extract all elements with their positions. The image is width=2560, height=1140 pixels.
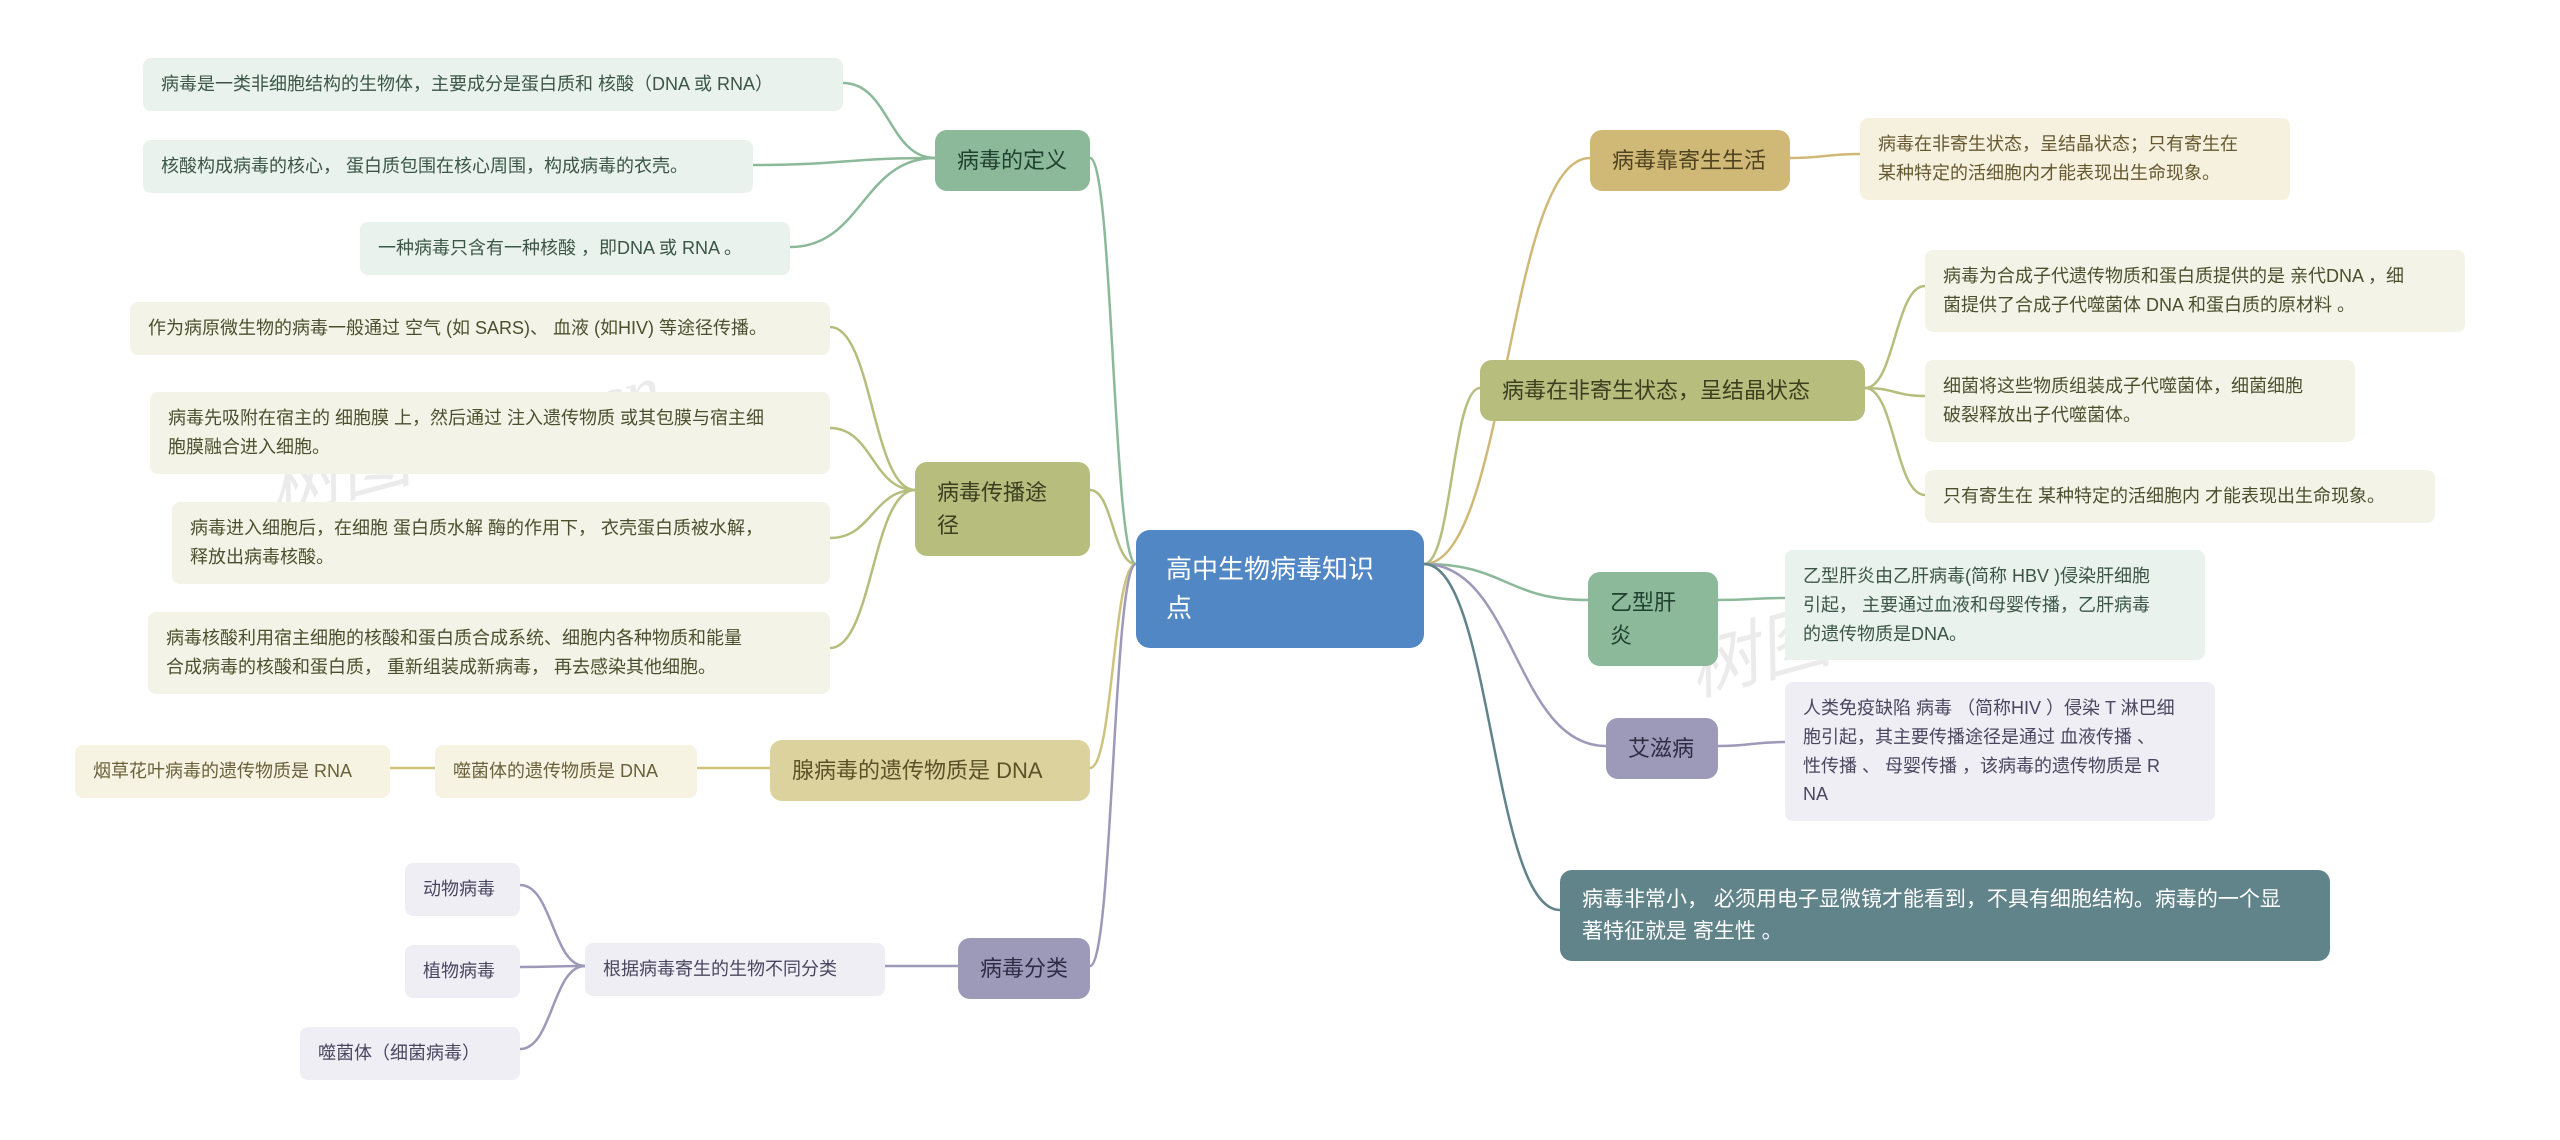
node-b4: 病毒分类 <box>958 938 1090 999</box>
node-b6c3: 只有寄生在 某种特定的活细胞内 才能表现出生命现象。 <box>1925 470 2435 523</box>
node-label: 一种病毒只含有一种核酸 ，即DNA 或 RNA 。 <box>378 238 742 258</box>
node-label: 动物病毒 <box>423 879 495 899</box>
node-b1c3: 一种病毒只含有一种核酸 ，即DNA 或 RNA 。 <box>360 222 790 275</box>
node-label: 病毒传播途径 <box>937 480 1047 538</box>
node-label: 噬菌体的遗传物质是 DNA <box>453 761 658 781</box>
node-label: 病毒的定义 <box>957 148 1067 173</box>
node-b2: 病毒传播途径 <box>915 462 1090 556</box>
node-b2c1: 作为病原微生物的病毒一般通过 空气 (如 SARS)、 血液 (如HIV) 等途… <box>130 302 830 355</box>
node-label: 艾滋病 <box>1628 736 1694 761</box>
node-label: 腺病毒的遗传物质是 DNA <box>792 758 1043 783</box>
node-label: 病毒为合成子代遗传物质和蛋白质提供的是 亲代DNA ，细 菌提供了合成子代噬菌体… <box>1943 266 2404 315</box>
node-label: 只有寄生在 某种特定的活细胞内 才能表现出生命现象。 <box>1943 486 2385 506</box>
node-label: 病毒在非寄生状态，呈结晶状态；只有寄生在 某种特定的活细胞内才能表现出生命现象。 <box>1878 134 2238 183</box>
node-b6c2: 细菌将这些物质组装成子代噬菌体，细菌细胞 破裂释放出子代噬菌体。 <box>1925 360 2355 442</box>
node-b2c2: 病毒先吸附在宿主的 细胞膜 上，然后通过 注入遗传物质 或其包膜与宿主细 胞膜融… <box>150 392 830 474</box>
node-label: 病毒靠寄生生活 <box>1612 148 1766 173</box>
node-label: 烟草花叶病毒的遗传物质是 RNA <box>93 761 352 781</box>
node-label: 病毒非常小， 必须用电子显微镜才能看到，不具有细胞结构。病毒的一个显 著特征就是… <box>1582 888 2281 943</box>
node-b4c1a: 动物病毒 <box>405 863 520 916</box>
node-label: 病毒核酸利用宿主细胞的核酸和蛋白质合成系统、细胞内各种物质和能量 合成病毒的核酸… <box>166 628 742 677</box>
node-b7: 乙型肝炎 <box>1588 572 1718 666</box>
node-b8c1: 人类免疫缺陷 病毒 （简称HIV ）侵染 T 淋巴细 胞引起，其主要传播途径是通… <box>1785 682 2215 821</box>
node-label: 植物病毒 <box>423 961 495 981</box>
node-b3c1: 噬菌体的遗传物质是 DNA <box>435 745 697 798</box>
node-b1c1: 病毒是一类非细胞结构的生物体，主要成分是蛋白质和 核酸（DNA 或 RNA） <box>143 58 843 111</box>
node-label: 病毒在非寄生状态，呈结晶状态 <box>1502 378 1810 403</box>
node-b3c1a: 烟草花叶病毒的遗传物质是 RNA <box>75 745 390 798</box>
node-b6c1: 病毒为合成子代遗传物质和蛋白质提供的是 亲代DNA ，细 菌提供了合成子代噬菌体… <box>1925 250 2465 332</box>
node-label: 病毒先吸附在宿主的 细胞膜 上，然后通过 注入遗传物质 或其包膜与宿主细 胞膜融… <box>168 408 764 457</box>
node-label: 病毒是一类非细胞结构的生物体，主要成分是蛋白质和 核酸（DNA 或 RNA） <box>161 74 773 94</box>
node-label: 病毒分类 <box>980 956 1068 981</box>
node-label: 乙型肝炎 <box>1610 590 1676 648</box>
node-b2c3: 病毒进入细胞后，在细胞 蛋白质水解 酶的作用下， 衣壳蛋白质被水解， 释放出病毒… <box>172 502 830 584</box>
node-b7c1: 乙型肝炎由乙肝病毒(简称 HBV )侵染肝细胞 引起， 主要通过血液和母婴传播，… <box>1785 550 2205 660</box>
node-b4c1c: 噬菌体（细菌病毒） <box>300 1027 520 1080</box>
node-b5c1: 病毒在非寄生状态，呈结晶状态；只有寄生在 某种特定的活细胞内才能表现出生命现象。 <box>1860 118 2290 200</box>
node-b5: 病毒靠寄生生活 <box>1590 130 1790 191</box>
node-b2c4: 病毒核酸利用宿主细胞的核酸和蛋白质合成系统、细胞内各种物质和能量 合成病毒的核酸… <box>148 612 830 694</box>
node-label: 细菌将这些物质组装成子代噬菌体，细菌细胞 破裂释放出子代噬菌体。 <box>1943 376 2303 425</box>
node-label: 作为病原微生物的病毒一般通过 空气 (如 SARS)、 血液 (如HIV) 等途… <box>148 318 767 338</box>
node-b4c1: 根据病毒寄生的生物不同分类 <box>585 943 885 996</box>
node-label: 噬菌体（细菌病毒） <box>318 1043 480 1063</box>
node-label: 核酸构成病毒的核心， 蛋白质包围在核心周围，构成病毒的衣壳。 <box>161 156 688 176</box>
node-label: 高中生物病毒知识点 <box>1166 554 1374 623</box>
node-label: 人类免疫缺陷 病毒 （简称HIV ）侵染 T 淋巴细 胞引起，其主要传播途径是通… <box>1803 698 2175 804</box>
node-b6: 病毒在非寄生状态，呈结晶状态 <box>1480 360 1865 421</box>
node-b1: 病毒的定义 <box>935 130 1090 191</box>
node-label: 根据病毒寄生的生物不同分类 <box>603 959 837 979</box>
node-b4c1b: 植物病毒 <box>405 945 520 998</box>
node-b1c2: 核酸构成病毒的核心， 蛋白质包围在核心周围，构成病毒的衣壳。 <box>143 140 753 193</box>
node-b9: 病毒非常小， 必须用电子显微镜才能看到，不具有细胞结构。病毒的一个显 著特征就是… <box>1560 870 2330 961</box>
node-b8: 艾滋病 <box>1606 718 1718 779</box>
node-root: 高中生物病毒知识点 <box>1136 530 1424 648</box>
node-label: 乙型肝炎由乙肝病毒(简称 HBV )侵染肝细胞 引起， 主要通过血液和母婴传播，… <box>1803 566 2150 644</box>
node-b3: 腺病毒的遗传物质是 DNA <box>770 740 1090 801</box>
node-label: 病毒进入细胞后，在细胞 蛋白质水解 酶的作用下， 衣壳蛋白质被水解， 释放出病毒… <box>190 518 763 567</box>
